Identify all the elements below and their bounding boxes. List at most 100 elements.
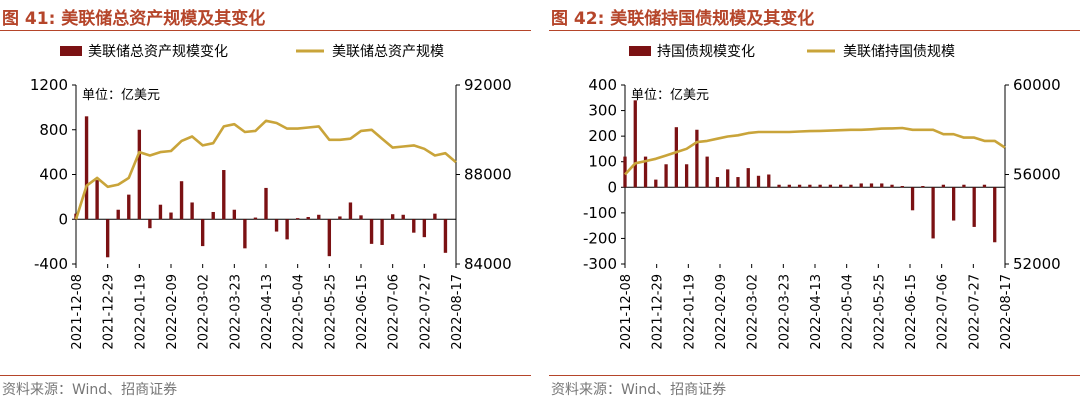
- bar-mark: [390, 214, 395, 220]
- bar-mark: [359, 215, 363, 220]
- bar-mark: [232, 209, 237, 220]
- x-tick-label: 2022-02-09: [165, 274, 180, 350]
- chart-title: 图 42: 美联储持国债规模及其变化: [551, 4, 814, 29]
- bar-mark: [338, 216, 342, 220]
- bar-mark: [179, 181, 184, 220]
- figure-title: 美联储持国债规模及其变化: [610, 9, 815, 29]
- x-tick-label: 2022-05-04: [292, 274, 307, 350]
- bar-mark: [169, 212, 173, 220]
- bar-mark: [962, 184, 966, 188]
- bar-mark: [787, 184, 791, 188]
- bar-mark: [317, 214, 321, 220]
- bar-mark: [941, 184, 946, 188]
- bar-mark: [348, 202, 353, 220]
- legend: 持国债规模变化 美联储持国债规模: [629, 44, 955, 60]
- bar-mark: [674, 127, 678, 188]
- y-tick-label-left: -100: [583, 204, 617, 222]
- y-tick-label-left: 200: [588, 127, 617, 145]
- x-tick-label: 2022-04-13: [260, 274, 275, 350]
- y-tick-label-left: -200: [583, 229, 617, 247]
- bar-mark: [972, 187, 976, 227]
- bar-mark: [158, 204, 163, 220]
- x-tick-label: 2022-03-02: [197, 274, 212, 350]
- x-tick-label: 2022-03-23: [228, 274, 243, 350]
- x-tick-label: 2022-03-02: [746, 274, 761, 350]
- chart-title: 图 41: 美联储总资产规模及其变化: [2, 4, 265, 29]
- bar-mark: [931, 187, 935, 239]
- bar-mark: [839, 184, 843, 188]
- x-tick-label: 2022-01-19: [682, 274, 697, 350]
- bar-mark: [285, 219, 289, 240]
- bar-mark: [433, 213, 437, 220]
- bar-mark: [148, 219, 152, 229]
- x-tick-label: 2022-02-09: [714, 274, 729, 350]
- y-tick-label-right: 84000: [464, 255, 512, 273]
- bar-mark: [705, 156, 709, 188]
- bar-mark: [756, 175, 761, 188]
- bar-mark: [401, 214, 405, 220]
- bar-mark: [818, 184, 822, 188]
- bar-mark: [295, 218, 300, 220]
- bar-mark: [746, 168, 750, 188]
- bar-mark: [137, 129, 142, 220]
- x-tick-label: 2022-07-06: [387, 274, 402, 350]
- x-tick-label: 2021-12-08: [70, 274, 85, 350]
- bar-mark: [684, 164, 689, 188]
- y-tick-label-left: 400: [588, 76, 617, 94]
- bar-mark: [200, 219, 205, 247]
- legend-bar-label: 美联储总资产规模变化: [88, 44, 228, 60]
- bar-mark: [127, 194, 131, 220]
- bar-mark: [190, 202, 194, 220]
- x-tick-label: 2022-08-17: [450, 274, 465, 350]
- bar-mark: [767, 174, 771, 188]
- bar-line-chart: 持国债规模变化 美联储持国债规模 -300 -200 -100 0 100 200 300 400…: [583, 44, 1061, 350]
- legend: 美联储总资产规模变化 美联储总资产规模: [60, 44, 444, 60]
- bar-mark: [643, 156, 648, 188]
- bar-mark: [828, 184, 833, 188]
- y-tick-label-right: 60000: [1013, 76, 1061, 94]
- bar-mark: [736, 177, 740, 188]
- bar-mark: [84, 116, 89, 220]
- legend-line-label: 美联储持国债规模: [843, 44, 955, 60]
- bar-mark: [797, 184, 802, 188]
- legend-line-label: 美联储总资产规模: [332, 44, 444, 60]
- source-divider: [0, 375, 531, 376]
- bar-mark: [116, 209, 120, 220]
- bar-mark: [222, 170, 226, 220]
- x-tick-label: 2021-12-29: [102, 274, 117, 350]
- x-tick-label: 2021-12-08: [619, 274, 634, 350]
- bar-mark: [274, 219, 279, 232]
- bar-mark: [654, 179, 658, 188]
- y-tick-label-right: 52000: [1013, 255, 1061, 273]
- bar-mark: [982, 184, 987, 188]
- y-tick-label-left: -400: [34, 255, 68, 273]
- bar-mark: [327, 219, 332, 257]
- bar-mark: [715, 177, 720, 188]
- x-tick-label: 2022-01-19: [133, 274, 148, 350]
- source-note: 资料来源：Wind、招商证券: [551, 382, 727, 398]
- bar-mark: [664, 164, 668, 188]
- bar-mark: [422, 219, 427, 238]
- unit-label: 单位：亿美元: [82, 88, 160, 103]
- x-tick-label: 2022-05-04: [841, 274, 856, 350]
- bar-mark: [253, 217, 258, 220]
- x-tick-label: 2022-05-25: [872, 274, 887, 350]
- bar-mark: [993, 187, 997, 243]
- bar-mark: [808, 184, 812, 188]
- bar-mark: [859, 183, 863, 188]
- bar-mark: [890, 184, 894, 188]
- x-tick-label: 2022-03-23: [777, 274, 792, 350]
- figure-number: 图 42:: [551, 9, 605, 29]
- y-tick-label-right: 88000: [464, 166, 512, 184]
- x-tick-label: 2022-07-06: [936, 274, 951, 350]
- bar-mark: [695, 129, 699, 188]
- bar-mark: [633, 100, 637, 188]
- y-tick-label-left: 400: [39, 166, 68, 184]
- bar-mark: [306, 217, 310, 220]
- bar-mark: [726, 169, 730, 188]
- y-tick-label-right: 92000: [464, 76, 512, 94]
- bar-mark: [243, 219, 247, 249]
- series-line: [74, 119, 457, 220]
- chart-panel-treasury-holdings: 图 42: 美联储持国债规模及其变化 持国债规模变化 美联储持国债规模 -300 -2…: [549, 0, 1080, 401]
- y-tick-label-left: -300: [583, 255, 617, 273]
